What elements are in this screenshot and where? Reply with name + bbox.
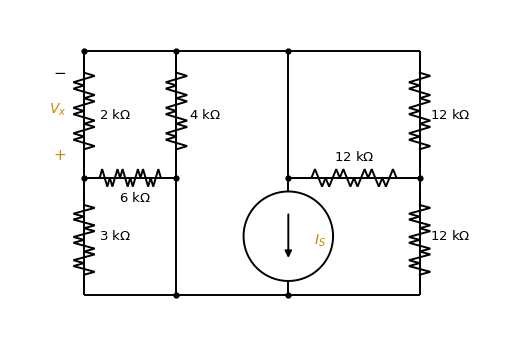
- Text: 2 k$\Omega$: 2 k$\Omega$: [99, 108, 130, 122]
- Text: 6 k$\Omega$: 6 k$\Omega$: [119, 191, 151, 205]
- Text: 12 k$\Omega$: 12 k$\Omega$: [430, 108, 470, 122]
- Text: 4 k$\Omega$: 4 k$\Omega$: [188, 108, 221, 122]
- Text: +: +: [53, 148, 66, 163]
- Text: $V_x$: $V_x$: [49, 102, 66, 118]
- Text: −: −: [53, 66, 66, 81]
- Text: 3 k$\Omega$: 3 k$\Omega$: [99, 229, 130, 243]
- Text: 12 k$\Omega$: 12 k$\Omega$: [430, 229, 470, 243]
- Text: 12 k$\Omega$: 12 k$\Omega$: [334, 151, 374, 164]
- Text: $I_S$: $I_S$: [314, 233, 326, 249]
